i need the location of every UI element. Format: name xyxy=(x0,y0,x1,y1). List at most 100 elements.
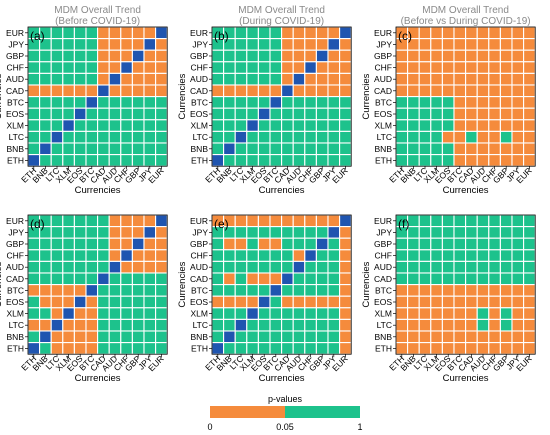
cell-BTC-ETH xyxy=(211,96,225,109)
cell-CHF-XLM xyxy=(246,61,259,74)
cell-ETH-EUR xyxy=(523,154,536,167)
cell-LTC-LTC xyxy=(50,318,64,332)
cell-GBP-EUR xyxy=(339,49,352,63)
cell-CHF-CAD xyxy=(465,249,478,262)
y-tick-label: CHF xyxy=(191,251,208,261)
cell-LTC-JPY xyxy=(511,318,525,332)
y-tick-label: GBP xyxy=(190,239,208,249)
cell-ETH-EUR xyxy=(155,154,168,167)
cell-CAD-EOS xyxy=(73,272,87,286)
cell-CAD-ETH xyxy=(211,272,225,286)
cell-XLM-BNB xyxy=(407,307,420,320)
cell-ETH-AUD xyxy=(108,342,122,355)
cell-CAD-GBP xyxy=(131,272,145,286)
cell-BTC-CAD xyxy=(281,96,294,109)
cell-CAD-AUD xyxy=(292,272,306,286)
cell-EUR-AUD xyxy=(292,26,306,40)
y-tick-label: EOS xyxy=(6,297,24,307)
cell-GBP-BNB xyxy=(407,237,420,251)
cell-CHF-AUD xyxy=(292,61,306,74)
cell-GBP-CHF xyxy=(120,49,133,63)
cell-CHF-CHF xyxy=(304,249,317,262)
y-tick-label: CAD xyxy=(6,274,24,284)
cell-GBP-CAD xyxy=(465,49,478,63)
panel-title: MDM Overall Trend xyxy=(54,5,141,16)
cell-LTC-XLM xyxy=(62,318,75,332)
y-tick-label: BNB xyxy=(375,332,393,342)
cell-XLM-ETH xyxy=(395,119,409,132)
cell-BNB-JPY xyxy=(143,330,157,344)
cell-JPY-CHF xyxy=(304,38,317,51)
cell-EOS-BNB xyxy=(39,107,52,121)
cell-EOS-BNB xyxy=(407,107,420,121)
cell-BTC-BTC xyxy=(269,96,283,109)
panel-label: (e) xyxy=(214,217,229,231)
cell-LTC-EUR xyxy=(339,318,352,332)
cell-LTC-ETH xyxy=(211,130,225,144)
cell-AUD-JPY xyxy=(511,72,525,86)
cell-BNB-JPY xyxy=(511,330,525,344)
y-axis-label: Currencies xyxy=(361,73,372,119)
cell-CHF-EUR xyxy=(155,61,168,74)
cell-CHF-LTC xyxy=(418,249,432,262)
cell-XLM-ETH xyxy=(211,307,225,320)
cell-ETH-ETH xyxy=(395,342,409,355)
cell-XLM-GBP xyxy=(315,119,329,132)
cell-GBP-EUR xyxy=(339,237,352,251)
cell-LTC-LTC xyxy=(418,318,432,332)
cell-EOS-ETH xyxy=(211,295,225,309)
cell-GBP-CHF xyxy=(304,49,317,63)
cell-ETH-BTC xyxy=(85,342,99,355)
cell-BTC-CAD xyxy=(465,284,478,297)
cell-EUR-XLM xyxy=(430,214,443,228)
cell-LTC-GBP xyxy=(315,130,329,144)
cell-CHF-EUR xyxy=(523,249,536,262)
cell-BNB-JPY xyxy=(143,142,157,156)
cell-EOS-BNB xyxy=(223,295,236,309)
y-axis-label: Currencies xyxy=(0,73,4,119)
panel-a: MDM Overall Trend(Before COVID-19) EURJPY… xyxy=(0,5,168,196)
cell-BTC-CAD xyxy=(97,284,110,297)
cell-CAD-EUR xyxy=(339,272,352,286)
y-tick-label: JPY xyxy=(192,39,208,49)
cell-BNB-LTC xyxy=(418,142,432,156)
cell-AUD-EOS xyxy=(73,72,87,86)
cell-GBP-CHF xyxy=(120,237,133,251)
cell-BNB-BTC xyxy=(85,330,99,344)
cell-AUD-GBP xyxy=(499,72,513,86)
cell-AUD-AUD xyxy=(108,72,122,86)
cell-GBP-XLM xyxy=(246,237,259,251)
cell-LTC-EUR xyxy=(523,130,536,144)
cell-ETH-EOS xyxy=(73,342,87,355)
cell-EOS-XLM xyxy=(430,295,443,309)
cell-GBP-AUD xyxy=(108,49,122,63)
cell-BTC-BNB xyxy=(407,284,420,297)
cell-CAD-BTC xyxy=(85,272,99,286)
cell-ETH-EUR xyxy=(339,342,352,355)
cell-GBP-JPY xyxy=(143,49,157,63)
cell-EOS-CHF xyxy=(304,107,317,121)
cell-EUR-LTC xyxy=(50,214,64,228)
cell-CAD-BNB xyxy=(39,272,52,286)
cell-ETH-EOS xyxy=(441,154,455,167)
cell-EOS-CAD xyxy=(97,107,110,121)
cell-EOS-EOS xyxy=(257,107,271,121)
cell-ETH-JPY xyxy=(511,154,525,167)
cell-EUR-EOS xyxy=(441,214,455,228)
y-tick-label: GBP xyxy=(6,51,24,61)
cell-EUR-LTC xyxy=(418,214,432,228)
cell-GBP-ETH xyxy=(211,49,225,63)
y-tick-label: EUR xyxy=(374,216,392,226)
cell-AUD-CAD xyxy=(465,260,478,274)
cell-AUD-ETH xyxy=(211,260,225,274)
cell-XLM-XLM xyxy=(62,307,75,320)
cell-EOS-GBP xyxy=(315,295,329,309)
y-tick-label: EOS xyxy=(374,297,392,307)
cell-BTC-XLM xyxy=(430,284,443,297)
cell-JPY-CHF xyxy=(120,38,133,51)
cell-BNB-XLM xyxy=(430,330,443,344)
cell-CAD-AUD xyxy=(476,272,490,286)
cell-CAD-EUR xyxy=(339,84,352,98)
cell-AUD-BTC xyxy=(85,72,99,86)
cell-LTC-LTC xyxy=(234,130,248,144)
